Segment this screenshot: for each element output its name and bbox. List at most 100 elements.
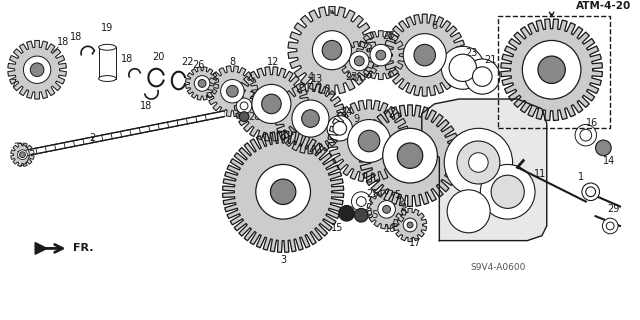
Text: 7: 7 (10, 79, 17, 89)
Circle shape (465, 59, 500, 94)
Polygon shape (422, 99, 547, 241)
Text: S9V4-A0600: S9V4-A0600 (470, 263, 525, 272)
Circle shape (349, 51, 369, 71)
Circle shape (327, 116, 353, 141)
Polygon shape (340, 42, 379, 80)
Circle shape (481, 164, 535, 219)
Text: 5: 5 (394, 190, 401, 200)
Text: 25: 25 (367, 210, 380, 220)
Circle shape (195, 76, 210, 91)
Circle shape (30, 63, 44, 76)
Circle shape (403, 218, 417, 232)
Circle shape (348, 120, 390, 163)
Text: 14: 14 (603, 156, 615, 165)
Polygon shape (186, 67, 219, 100)
Circle shape (198, 79, 206, 87)
Bar (99, 47, 116, 78)
Circle shape (227, 85, 238, 97)
Text: 15: 15 (331, 223, 343, 233)
Text: 18: 18 (58, 37, 70, 47)
Polygon shape (501, 19, 602, 121)
Circle shape (252, 84, 291, 124)
Polygon shape (275, 84, 346, 154)
Circle shape (407, 222, 413, 228)
Circle shape (236, 98, 252, 114)
Circle shape (333, 122, 347, 135)
Circle shape (403, 34, 446, 76)
Circle shape (339, 205, 355, 221)
Text: 1: 1 (578, 172, 584, 182)
Text: 2: 2 (90, 133, 96, 143)
Circle shape (449, 54, 476, 82)
Circle shape (580, 129, 591, 141)
Text: 28: 28 (248, 91, 261, 101)
Circle shape (376, 50, 386, 60)
Circle shape (20, 152, 26, 158)
Circle shape (322, 40, 342, 60)
Text: 23: 23 (346, 72, 358, 82)
Text: 22: 22 (181, 57, 194, 67)
Text: 3: 3 (280, 255, 286, 265)
Circle shape (262, 94, 281, 114)
Bar (498, 16, 610, 128)
Text: 29: 29 (607, 204, 620, 214)
Text: 24: 24 (340, 107, 353, 117)
Circle shape (17, 150, 28, 160)
Circle shape (596, 140, 611, 156)
Polygon shape (11, 143, 34, 166)
Circle shape (444, 128, 513, 197)
Circle shape (292, 100, 329, 137)
Polygon shape (356, 31, 405, 79)
Circle shape (239, 112, 249, 122)
Circle shape (301, 110, 319, 127)
Circle shape (370, 44, 392, 66)
Circle shape (397, 143, 423, 168)
Text: 12: 12 (267, 57, 280, 67)
Circle shape (602, 218, 618, 234)
Text: 4: 4 (307, 72, 314, 82)
Text: 11: 11 (534, 169, 546, 179)
Circle shape (383, 205, 390, 213)
Ellipse shape (99, 44, 116, 50)
Text: 9: 9 (353, 114, 360, 124)
Text: 21: 21 (484, 55, 496, 65)
Circle shape (271, 179, 296, 204)
Text: 28: 28 (248, 112, 261, 122)
Circle shape (442, 46, 484, 89)
Text: 8: 8 (229, 57, 236, 67)
Polygon shape (394, 208, 427, 242)
Polygon shape (207, 66, 258, 116)
Circle shape (240, 102, 248, 110)
Circle shape (491, 175, 524, 208)
Circle shape (383, 128, 437, 183)
Text: 10: 10 (385, 224, 397, 234)
Text: 19: 19 (101, 23, 113, 33)
Text: 20: 20 (152, 52, 164, 62)
Circle shape (256, 164, 310, 219)
Ellipse shape (99, 76, 116, 82)
Circle shape (582, 183, 600, 201)
Polygon shape (359, 105, 461, 206)
Circle shape (457, 141, 500, 184)
Circle shape (355, 208, 368, 222)
Text: 27: 27 (382, 31, 395, 41)
Polygon shape (288, 6, 376, 94)
Text: 16: 16 (586, 118, 598, 128)
Circle shape (355, 56, 364, 66)
Circle shape (358, 130, 380, 152)
Text: FR.: FR. (73, 244, 93, 253)
Polygon shape (35, 243, 47, 254)
Text: 25: 25 (367, 189, 380, 199)
Text: 18: 18 (121, 54, 133, 64)
Circle shape (468, 153, 488, 172)
Polygon shape (384, 14, 466, 96)
Circle shape (586, 187, 596, 197)
Text: 23: 23 (465, 48, 477, 58)
Circle shape (312, 31, 351, 70)
Text: 26: 26 (192, 60, 204, 70)
Circle shape (522, 40, 581, 99)
Polygon shape (367, 190, 406, 229)
Polygon shape (223, 131, 344, 252)
Circle shape (472, 67, 492, 86)
Text: ATM-4-20: ATM-4-20 (576, 1, 631, 11)
